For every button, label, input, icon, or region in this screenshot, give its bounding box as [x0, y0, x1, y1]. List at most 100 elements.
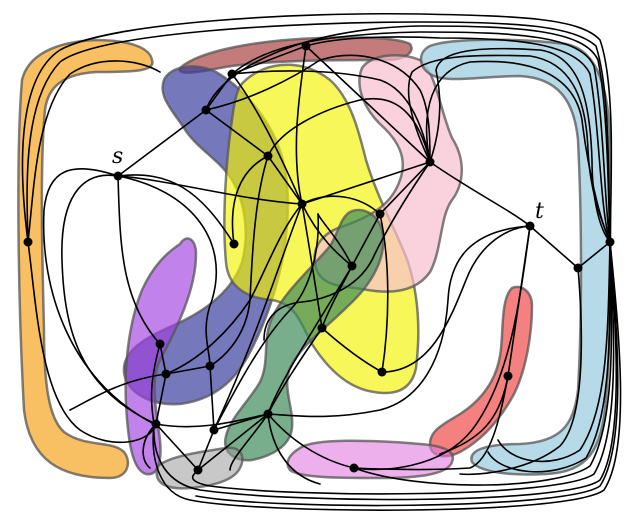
- vertex-s: [113, 171, 123, 181]
- edge: [197, 429, 215, 471]
- edge: [267, 225, 531, 418]
- edge: [267, 265, 353, 415]
- vertex: [227, 69, 237, 79]
- edge: [317, 213, 353, 267]
- edge: [229, 413, 269, 471]
- vertex: [155, 339, 165, 349]
- vertex: [193, 465, 203, 475]
- vertex: [573, 263, 583, 273]
- vertex: [349, 463, 359, 473]
- edge: [213, 203, 303, 431]
- edge: [205, 109, 269, 157]
- edge: [153, 241, 618, 501]
- edge: [267, 155, 303, 205]
- vertex-left-hub: [23, 237, 33, 247]
- edge: [379, 161, 431, 215]
- vertex: [229, 239, 239, 249]
- vertices: [23, 41, 615, 475]
- vertex: [375, 209, 385, 219]
- vertex: [297, 199, 307, 209]
- edge: [497, 241, 611, 463]
- edge: [117, 109, 207, 177]
- vertex: [151, 419, 161, 429]
- edge: [425, 60, 611, 243]
- edge: [231, 73, 303, 205]
- edge: [487, 241, 611, 473]
- edge: [209, 365, 215, 431]
- edge: [231, 70, 431, 163]
- vertex: [503, 371, 513, 381]
- edge: [197, 413, 269, 471]
- label-s: s: [112, 144, 123, 169]
- edge: [267, 413, 321, 485]
- regions: [17, 36, 612, 490]
- edge: [353, 241, 613, 486]
- edge: [459, 267, 583, 476]
- vertex: [201, 105, 211, 115]
- edge: [305, 36, 611, 243]
- edge: [209, 155, 269, 367]
- edge: [231, 155, 269, 245]
- edge: [42, 167, 155, 425]
- edge: [155, 373, 167, 425]
- edge: [205, 73, 233, 111]
- edge: [213, 413, 269, 431]
- vertex-t: [525, 221, 535, 231]
- edge: [379, 213, 389, 373]
- vertex: [377, 367, 387, 377]
- edge: [267, 327, 323, 415]
- vertex: [263, 409, 273, 419]
- edge: [381, 225, 531, 373]
- region-purple: [124, 237, 198, 476]
- region-orange: [17, 38, 154, 480]
- edge: [117, 175, 303, 205]
- edge: [26, 21, 611, 243]
- edge: [142, 423, 157, 469]
- edge: [69, 373, 167, 411]
- edge: [351, 213, 381, 267]
- edge: [21, 12, 613, 243]
- edge: [353, 375, 509, 471]
- vertex: [205, 361, 215, 371]
- edge: [321, 327, 383, 373]
- vertex: [161, 369, 171, 379]
- vertex: [209, 425, 219, 435]
- edge: [267, 413, 355, 469]
- edge: [155, 423, 199, 471]
- edge: [117, 175, 217, 367]
- vertex: [301, 41, 311, 51]
- edge: [195, 241, 619, 507]
- vertex: [347, 261, 357, 271]
- region-green: [223, 208, 385, 462]
- region-dark-red: [178, 36, 413, 74]
- edge: [429, 161, 531, 227]
- vertex: [317, 323, 327, 333]
- edge: [165, 203, 303, 375]
- edge: [27, 60, 161, 243]
- edge: [407, 54, 611, 243]
- edge: [27, 241, 157, 444]
- edge: [152, 241, 622, 511]
- edge: [150, 343, 161, 425]
- edge: [191, 241, 615, 495]
- edge: [301, 203, 353, 267]
- edge: [117, 175, 161, 345]
- edge: [117, 174, 235, 245]
- edge: [61, 174, 157, 425]
- vertex: [263, 151, 273, 161]
- edge: [301, 195, 381, 215]
- vertex: [425, 157, 435, 167]
- edge: [295, 45, 307, 205]
- edge: [213, 213, 320, 431]
- vertex-right-hub: [605, 237, 615, 247]
- edges: [21, 12, 622, 511]
- edge: [439, 375, 509, 455]
- edge: [205, 25, 611, 243]
- label-t: t: [535, 199, 544, 224]
- region-magenta: [286, 439, 455, 480]
- edge: [231, 31, 611, 243]
- edge: [263, 161, 431, 341]
- edge: [267, 97, 431, 163]
- edge: [205, 54, 431, 163]
